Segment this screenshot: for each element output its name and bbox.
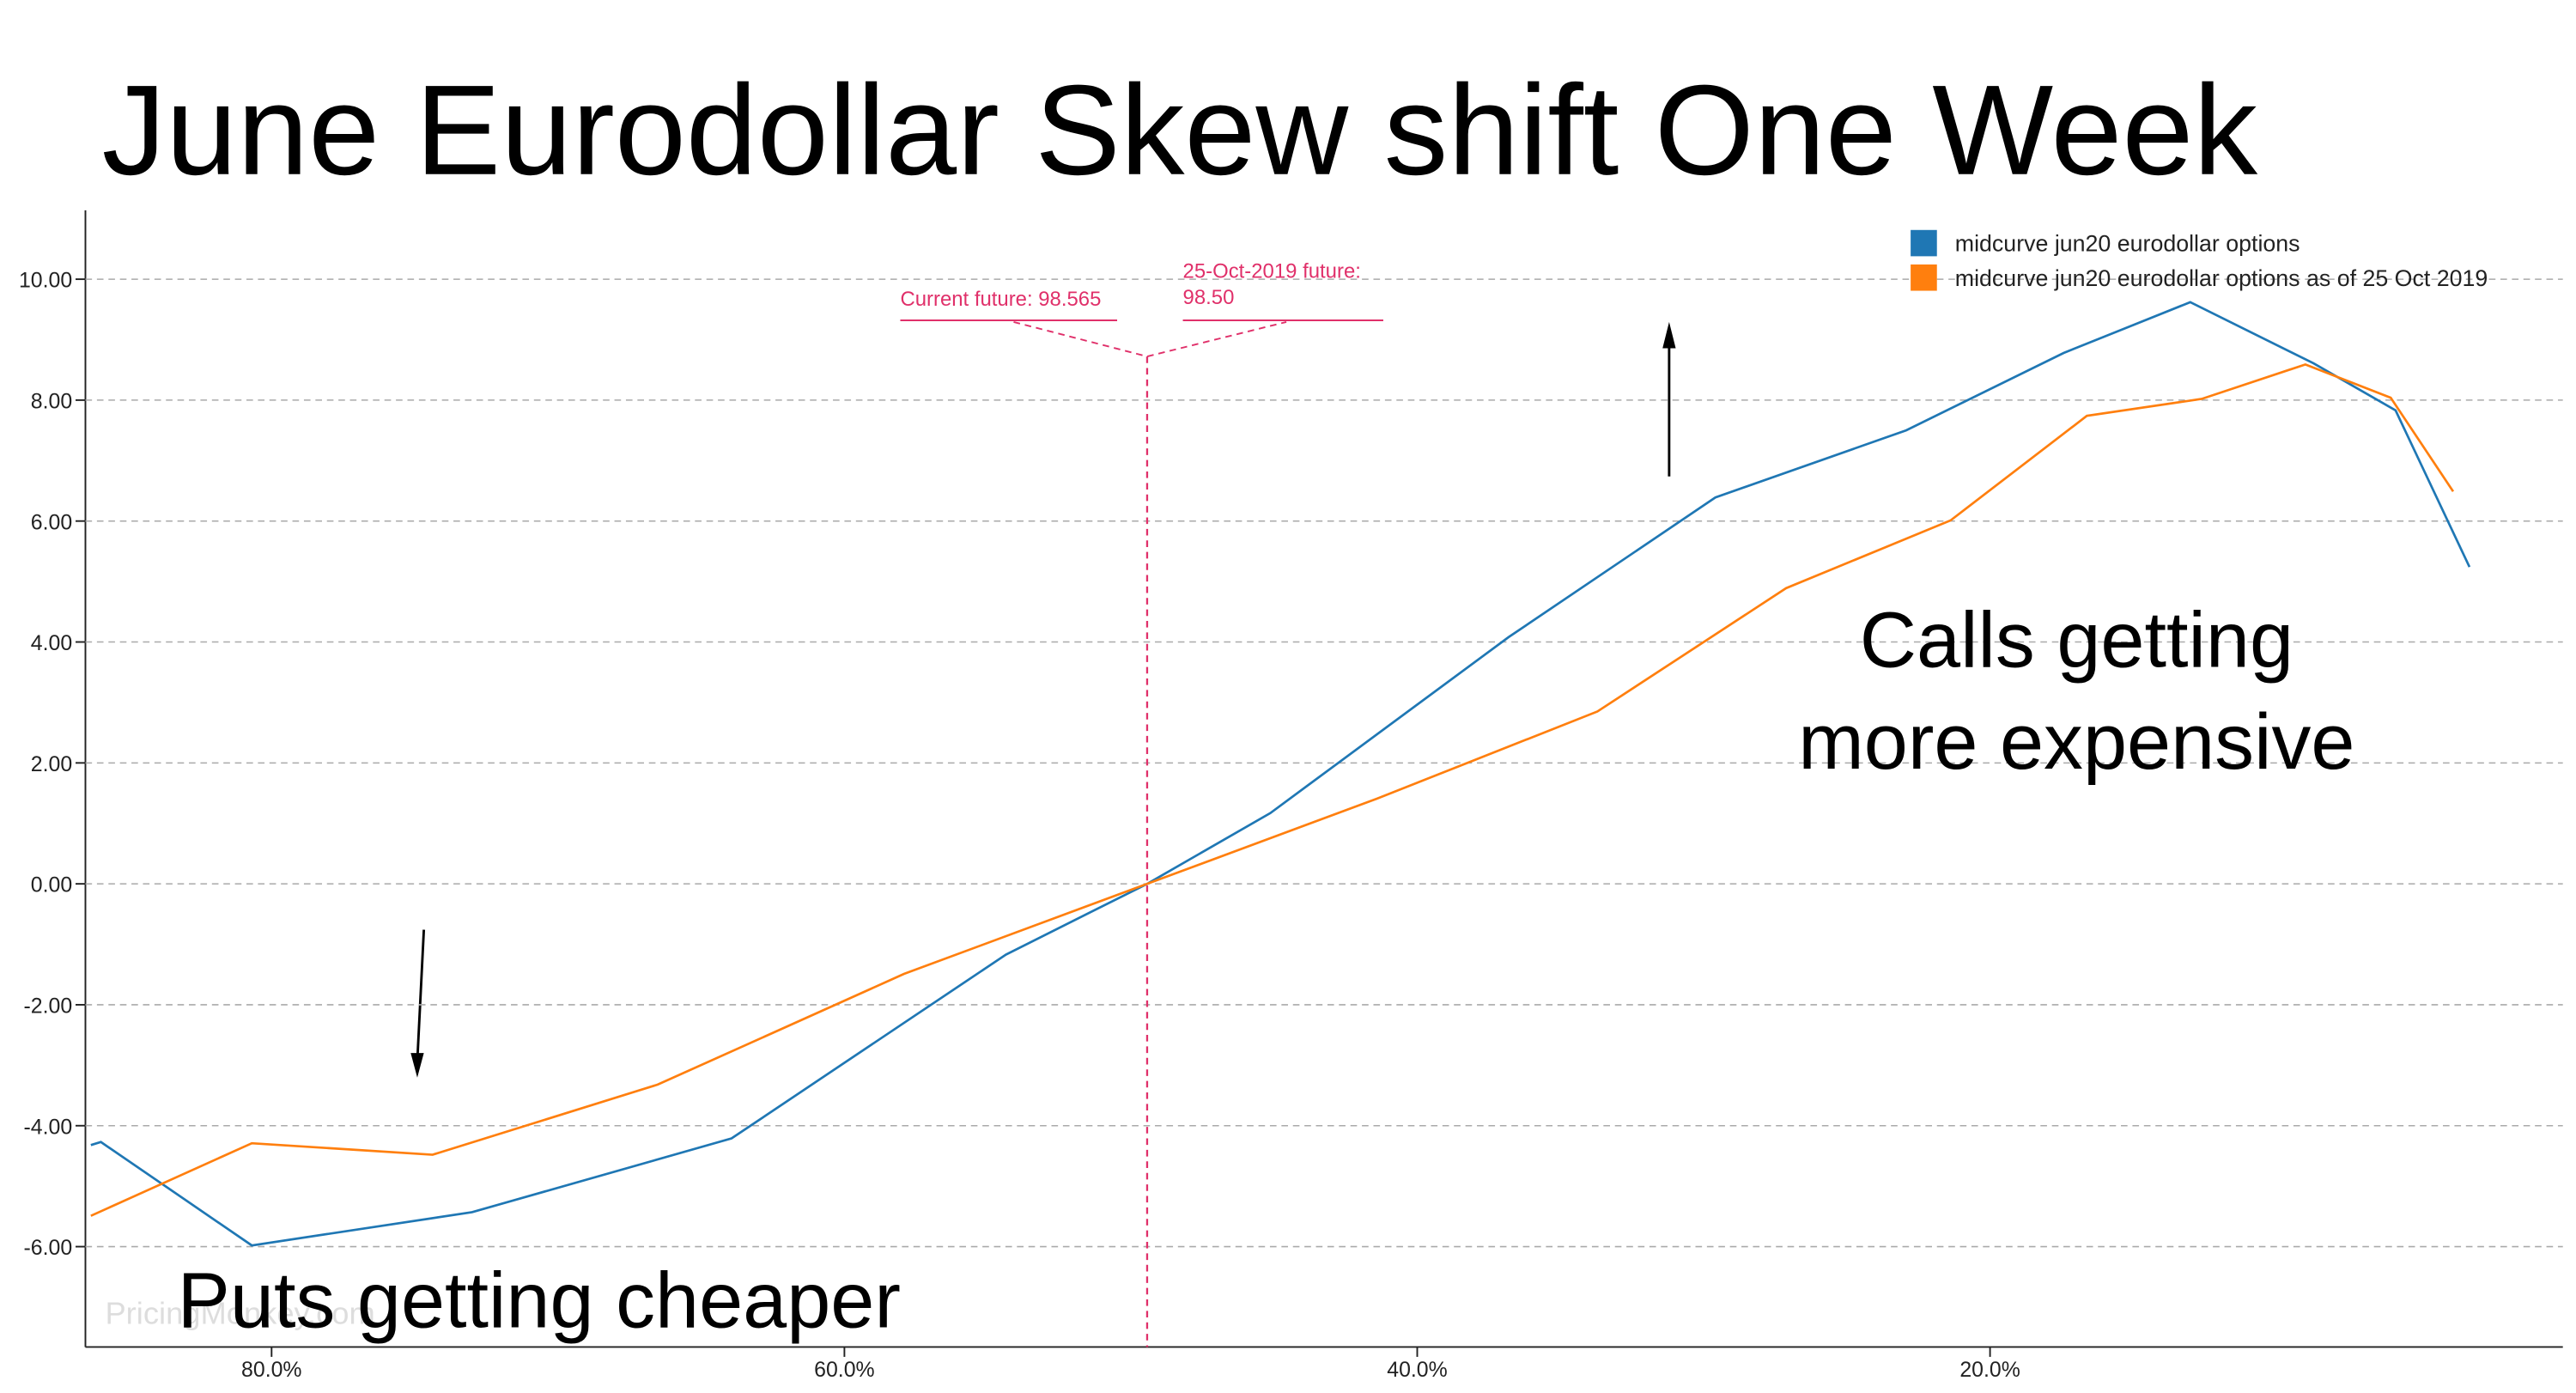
y-tick-label: 2.00 bbox=[31, 752, 72, 776]
x-tick-label: 20.0% bbox=[1959, 1358, 2020, 1382]
legend-swatch bbox=[1911, 264, 1937, 291]
callout: more expensive bbox=[1798, 698, 2354, 786]
y-tick-label: -6.00 bbox=[24, 1236, 73, 1260]
arrow-head bbox=[410, 1053, 424, 1078]
y-tick-label: 8.00 bbox=[31, 389, 72, 413]
y-tick-label: -2.00 bbox=[24, 995, 73, 1019]
callout: Puts getting cheaper bbox=[178, 1257, 901, 1345]
y-tick-label: 10.00 bbox=[19, 269, 72, 293]
y-tick-label: -4.00 bbox=[24, 1115, 73, 1139]
x-tick-label: 60.0% bbox=[814, 1358, 875, 1382]
y-tick-label: 4.00 bbox=[31, 631, 72, 655]
legend-label: midcurve jun20 eurodollar options as of … bbox=[1955, 265, 2488, 291]
arrow-down bbox=[416, 929, 426, 1061]
annotation: Current future: 98.565 bbox=[900, 288, 1101, 311]
watermark: PricingMonkey.com bbox=[105, 1296, 374, 1331]
series-line bbox=[90, 301, 2471, 1247]
annotation: 98.50 bbox=[1183, 286, 1235, 309]
y-tick-label: 0.00 bbox=[31, 873, 72, 897]
y-tick-label: 6.00 bbox=[31, 510, 72, 534]
callout: Calls getting bbox=[1860, 597, 2293, 684]
x-tick-label: 80.0% bbox=[241, 1358, 302, 1382]
x-tick-label: 40.0% bbox=[1387, 1358, 1448, 1382]
legend-swatch bbox=[1911, 229, 1937, 257]
series-line bbox=[90, 362, 2455, 1217]
legend-label: midcurve jun20 eurodollar options bbox=[1955, 231, 2300, 257]
chart-title: June Eurodollar Skew shift One Week bbox=[102, 58, 2258, 202]
arrow-head bbox=[1662, 321, 1676, 349]
annotation-connector bbox=[1013, 320, 1287, 358]
annotation: 25-Oct-2019 future: bbox=[1183, 259, 1361, 283]
